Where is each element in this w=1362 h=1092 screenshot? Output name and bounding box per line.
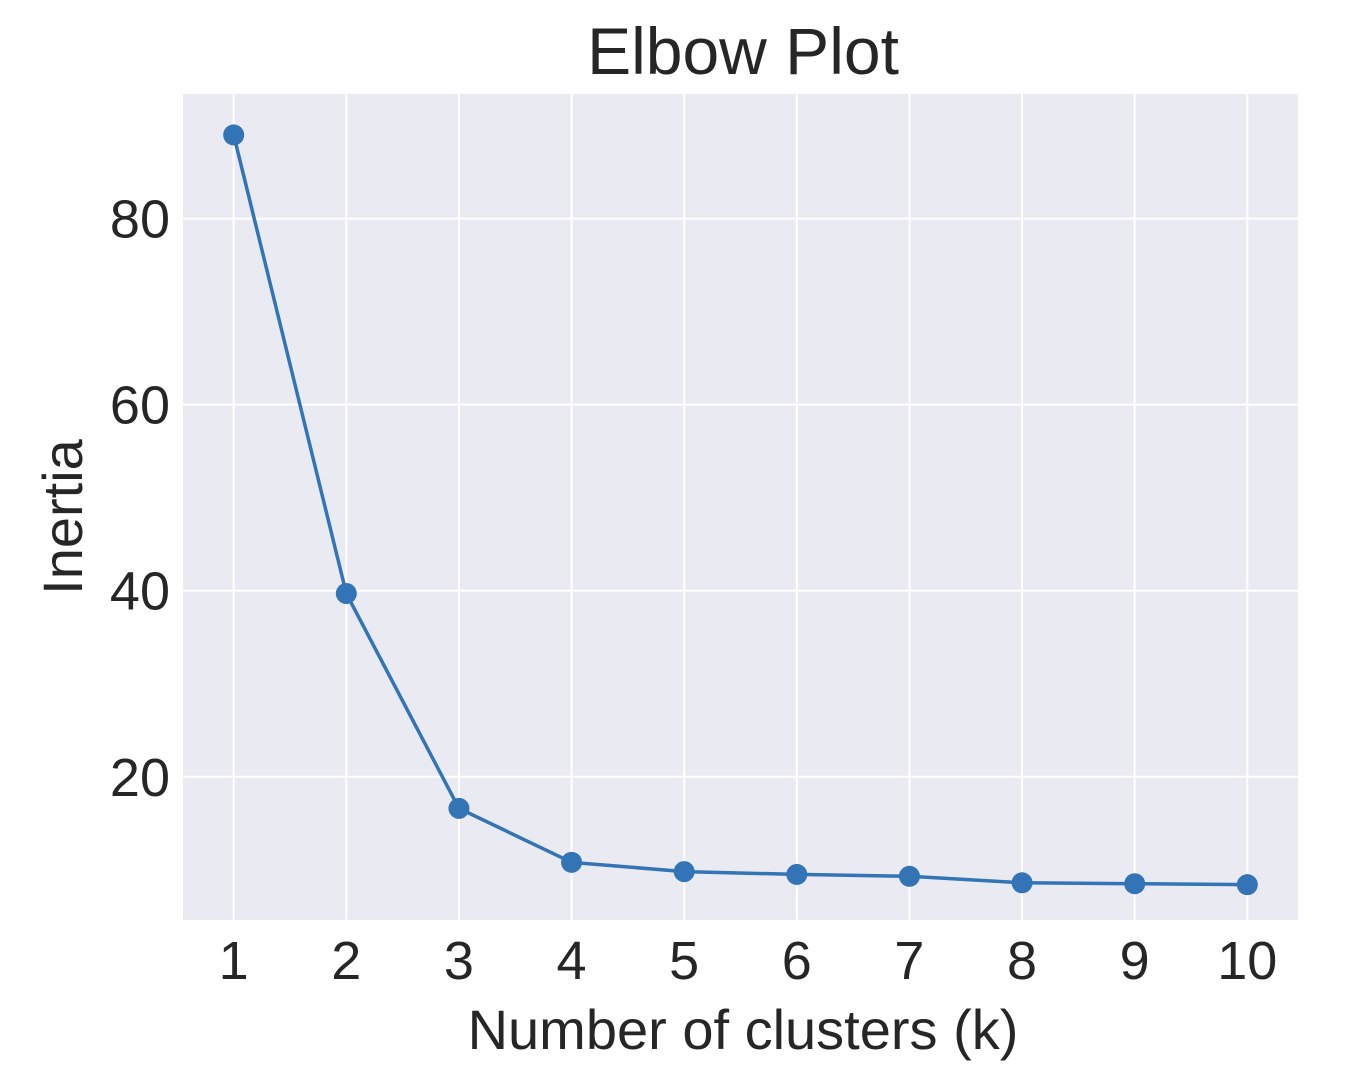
x-tick-label: 6 (782, 931, 812, 991)
y-tick-label: 20 (110, 748, 170, 808)
data-point (223, 124, 245, 146)
data-point (1011, 872, 1033, 894)
data-point (448, 797, 470, 819)
data-point (898, 865, 920, 887)
data-point (1236, 874, 1258, 896)
data-point (786, 863, 808, 885)
y-tick-label: 60 (110, 376, 170, 436)
y-tick-label: 80 (110, 190, 170, 250)
plot-area (183, 94, 1298, 920)
x-tick-label: 1 (219, 931, 249, 991)
x-axis-label: Number of clusters (k) (468, 998, 1019, 1061)
y-axis-label: Inertia (31, 438, 94, 594)
data-point (561, 851, 583, 873)
y-tick-label: 40 (110, 562, 170, 622)
data-point (1124, 873, 1146, 895)
x-tick-label: 5 (669, 931, 699, 991)
x-tick-label: 8 (1007, 931, 1037, 991)
chart-title: Elbow Plot (587, 14, 899, 88)
x-tick-label: 9 (1120, 931, 1150, 991)
x-tick-label: 3 (444, 931, 474, 991)
series-layer (223, 124, 1258, 896)
grid-lines (183, 94, 1298, 920)
series-line (231, 134, 1248, 887)
data-point (335, 583, 357, 605)
data-point (673, 861, 695, 883)
x-tick-label: 7 (894, 931, 924, 991)
x-tick-label: 10 (1217, 931, 1277, 991)
x-tick-label: 4 (557, 931, 587, 991)
x-tick-label: 2 (331, 931, 361, 991)
tick-labels: 1 2 3 4 5 6 7 8 9 10 20 40 60 80 (110, 190, 1277, 991)
